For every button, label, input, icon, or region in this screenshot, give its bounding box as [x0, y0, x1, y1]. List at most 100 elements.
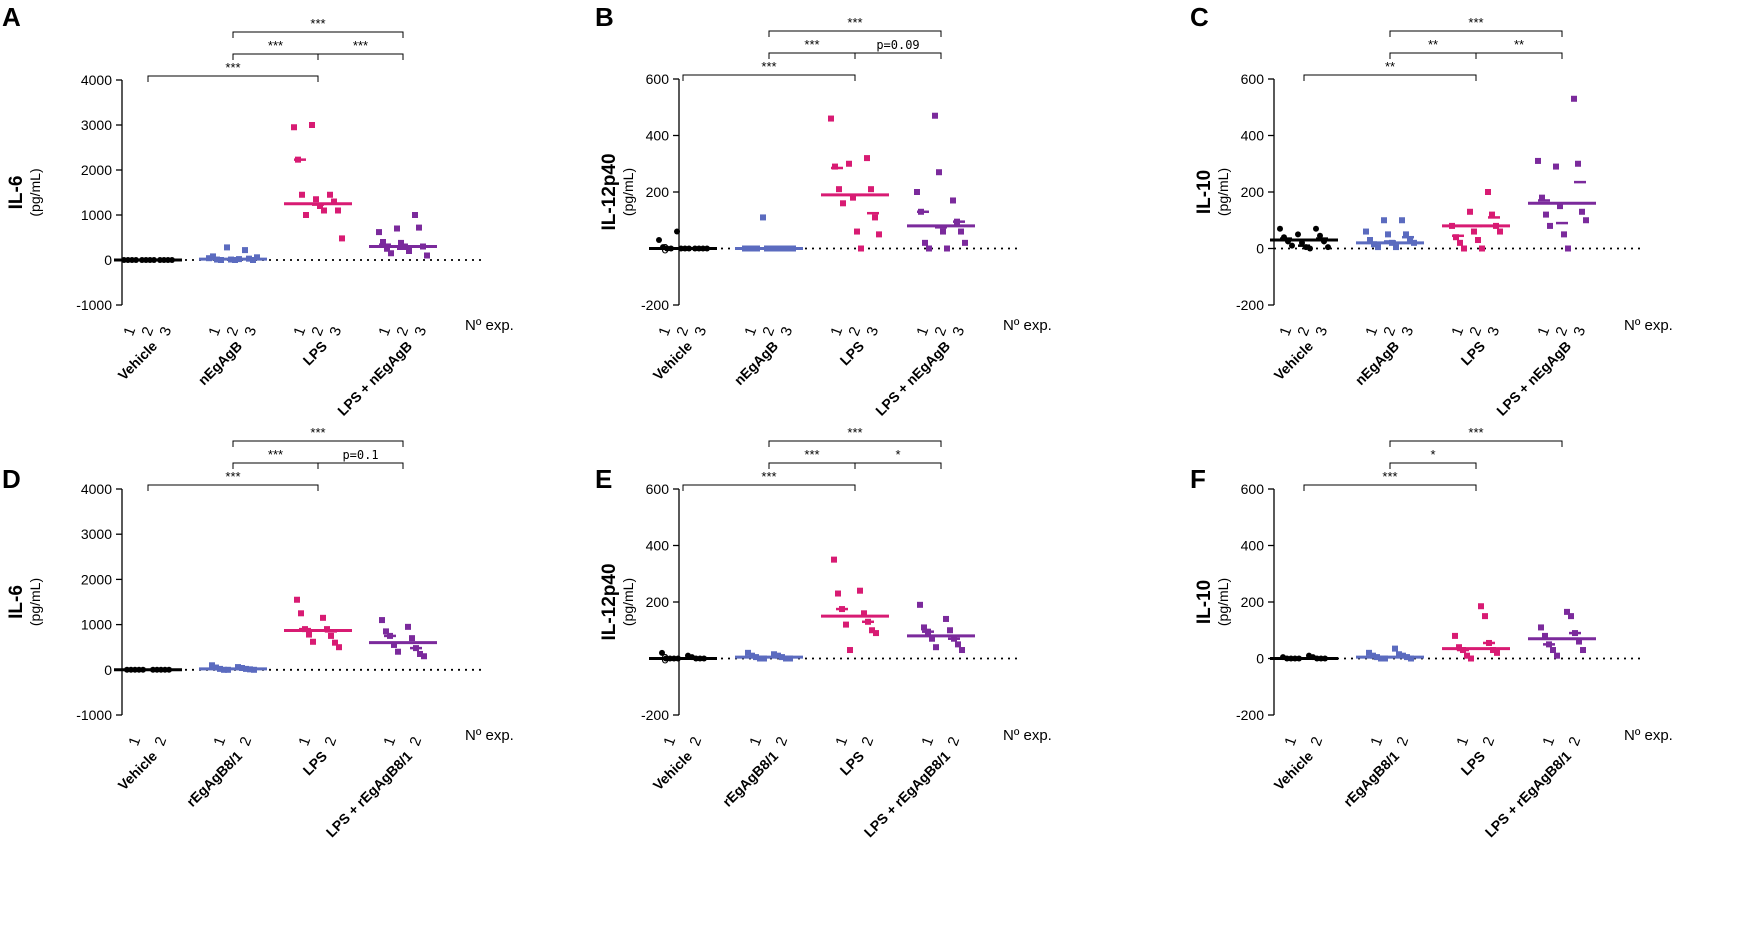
- significance-bracket: [147, 484, 319, 491]
- significance-label: ***: [761, 59, 776, 74]
- category-label: Vehicle: [1271, 338, 1317, 384]
- data-point: [1392, 645, 1398, 652]
- exp-number-label: 3: [1312, 325, 1331, 339]
- y-tick-label: 2000: [81, 571, 112, 587]
- data-point: [926, 245, 932, 252]
- data-point: [336, 644, 342, 651]
- category-label: LPS + rEgAgB8/1: [861, 748, 954, 841]
- significance-bracket: [147, 75, 319, 82]
- y-axis-title: IL-6: [6, 585, 27, 619]
- data-point: [854, 228, 860, 235]
- exp-number-label: 3: [241, 325, 260, 339]
- exp-number-label: 2: [1380, 325, 1399, 339]
- data-point: [922, 239, 928, 246]
- data-point: [235, 664, 241, 671]
- exp-number-label: 2: [236, 735, 255, 749]
- significance-label: ***: [1468, 15, 1483, 30]
- data-point: [1396, 651, 1402, 658]
- y-tick-label: -200: [1236, 707, 1264, 723]
- significance-bracket: [232, 440, 404, 447]
- data-point: [1453, 234, 1459, 241]
- data-point: [876, 231, 882, 238]
- exp-number-label: 1: [918, 735, 937, 749]
- data-point: [850, 194, 856, 201]
- data-point: [656, 237, 662, 244]
- data-point: [391, 641, 397, 648]
- data-point: [1468, 655, 1474, 662]
- significance-bracket: [232, 53, 319, 60]
- data-point: [943, 615, 949, 622]
- data-point: [299, 191, 305, 198]
- category-label: Vehicle: [1271, 748, 1317, 794]
- exp-number-label: 1: [913, 325, 932, 339]
- data-point: [1313, 225, 1319, 232]
- significance-label: p=0.09: [876, 38, 919, 52]
- data-point: [1542, 632, 1548, 639]
- data-point: [1550, 647, 1556, 654]
- y-tick-label: 2000: [81, 162, 112, 178]
- data-point: [869, 627, 875, 634]
- data-point: [1367, 237, 1373, 244]
- significance-label: ***: [310, 425, 325, 440]
- data-point: [1467, 208, 1473, 215]
- exp-number-label: 1: [1276, 325, 1295, 339]
- exp-number-label: 3: [411, 325, 430, 339]
- data-point: [1464, 652, 1470, 659]
- exp-number-label: 3: [1484, 325, 1503, 339]
- data-point: [914, 189, 920, 195]
- data-point: [303, 212, 309, 218]
- exp-number-label: 2: [686, 735, 705, 749]
- significance-label: ***: [310, 16, 325, 31]
- data-point: [294, 596, 300, 603]
- exp-number-label: 3: [691, 325, 710, 339]
- data-point: [832, 163, 838, 170]
- data-point: [1325, 244, 1331, 251]
- significance-label: ***: [1382, 469, 1397, 484]
- data-point: [1554, 652, 1560, 659]
- y-tick-label: 200: [1241, 184, 1265, 200]
- data-point: [1575, 160, 1581, 167]
- data-point: [1543, 211, 1549, 218]
- exp-number-label: 1: [655, 325, 674, 339]
- y-axis-title: IL-12p40: [599, 153, 620, 230]
- category-label: rEgAgB8/1: [183, 748, 245, 810]
- exp-number-label: 3: [326, 325, 345, 339]
- data-point: [771, 651, 777, 658]
- y-axis-unit: (pg/mL): [620, 578, 636, 626]
- panel-letter: E: [595, 464, 612, 494]
- data-point: [388, 250, 394, 257]
- data-point: [376, 229, 382, 236]
- exp-number-label: 1: [746, 735, 765, 749]
- exp-number-label: 2: [1307, 735, 1326, 749]
- category-label: LPS + nEgAgB: [872, 338, 953, 419]
- exp-number-label: 1: [210, 735, 229, 749]
- y-tick-label: 200: [1241, 594, 1265, 610]
- significance-label: ***: [847, 15, 862, 30]
- data-point: [1478, 603, 1484, 610]
- panel-letter: D: [2, 464, 21, 494]
- exp-number-label: 3: [1398, 325, 1417, 339]
- n-exp-label: Nº exp.: [1003, 317, 1052, 334]
- y-axis-unit: (pg/mL): [620, 168, 636, 216]
- exp-number-label: 1: [290, 325, 309, 339]
- significance-label: ***: [1468, 425, 1483, 440]
- significance-bracket: [1389, 30, 1563, 37]
- data-point: [1407, 237, 1413, 244]
- data-point: [745, 649, 751, 656]
- y-axis-unit: (pg/mL): [27, 578, 43, 626]
- data-point: [1535, 157, 1541, 164]
- data-point: [1375, 244, 1381, 251]
- data-point: [254, 254, 260, 261]
- panel-letter: C: [1190, 2, 1209, 32]
- category-label: LPS: [1458, 338, 1489, 369]
- exp-number-label: 2: [223, 325, 242, 339]
- data-point: [944, 245, 950, 252]
- data-point: [831, 556, 837, 563]
- data-point: [929, 635, 935, 642]
- exp-number-label: 2: [944, 735, 963, 749]
- y-tick-label: -200: [1236, 297, 1264, 313]
- exp-number-label: 2: [406, 735, 425, 749]
- significance-label: ***: [268, 447, 283, 462]
